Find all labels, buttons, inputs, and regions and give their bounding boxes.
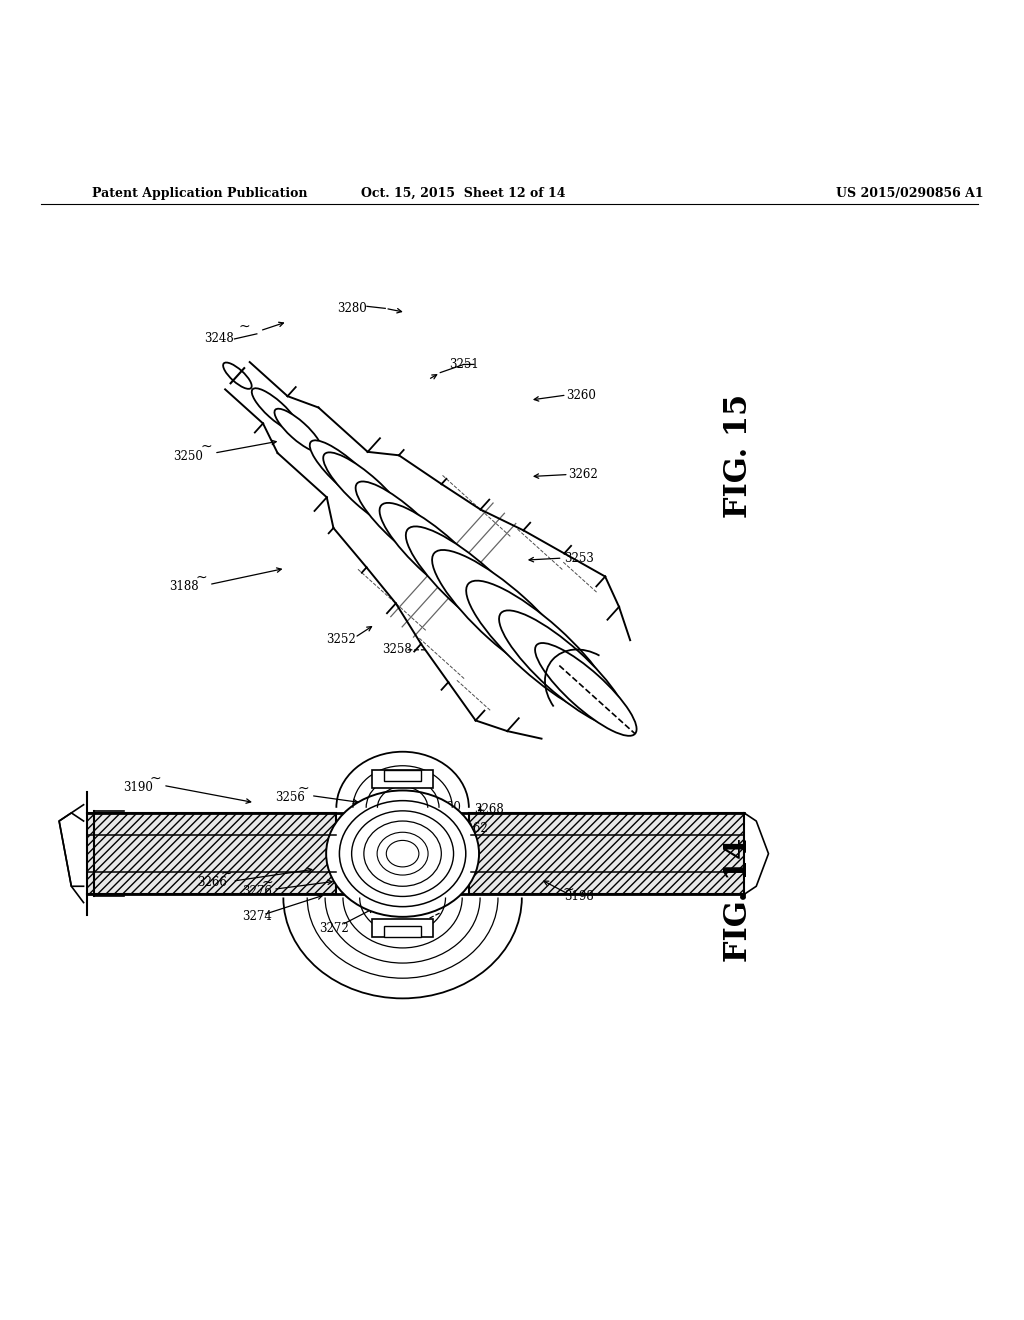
Ellipse shape	[327, 791, 479, 917]
Polygon shape	[507, 607, 630, 739]
Text: 3253: 3253	[564, 552, 594, 565]
Ellipse shape	[432, 550, 581, 685]
Text: 3280: 3280	[337, 302, 367, 315]
Ellipse shape	[223, 363, 252, 389]
Ellipse shape	[327, 791, 479, 917]
Text: ~: ~	[261, 875, 272, 890]
Text: Patent Application Publication: Patent Application Publication	[92, 186, 307, 199]
Text: FIG. 14: FIG. 14	[723, 837, 755, 962]
Text: 3250: 3250	[174, 450, 204, 462]
Polygon shape	[367, 484, 480, 603]
Polygon shape	[384, 770, 421, 781]
Polygon shape	[396, 510, 523, 644]
Text: ~: ~	[150, 771, 161, 785]
Polygon shape	[327, 451, 399, 528]
Polygon shape	[475, 577, 620, 731]
Text: 3190: 3190	[123, 781, 153, 793]
Polygon shape	[334, 455, 441, 568]
Polygon shape	[449, 553, 605, 721]
Polygon shape	[263, 396, 318, 453]
Polygon shape	[278, 408, 368, 498]
Text: 3276: 3276	[242, 884, 271, 898]
Ellipse shape	[252, 388, 299, 432]
Text: 3256: 3256	[275, 791, 305, 804]
Ellipse shape	[364, 821, 441, 886]
Text: 3198: 3198	[564, 890, 594, 903]
Text: 3188: 3188	[169, 579, 199, 593]
Text: 3252: 3252	[327, 634, 356, 645]
Ellipse shape	[339, 801, 466, 907]
Ellipse shape	[324, 453, 410, 531]
Ellipse shape	[274, 409, 322, 451]
Text: 3258: 3258	[383, 643, 413, 656]
Text: 3262: 3262	[568, 469, 598, 480]
Text: ~: ~	[200, 440, 212, 454]
Ellipse shape	[355, 482, 453, 570]
Ellipse shape	[386, 841, 419, 867]
Ellipse shape	[377, 832, 428, 875]
Text: 3268: 3268	[474, 804, 504, 816]
Text: ~: ~	[196, 570, 208, 585]
Text: 3266: 3266	[197, 875, 227, 888]
Text: FIG. 15: FIG. 15	[723, 395, 755, 519]
Polygon shape	[469, 813, 744, 895]
Text: 3256: 3256	[381, 927, 411, 940]
Polygon shape	[421, 531, 564, 682]
Text: ~: ~	[239, 319, 251, 334]
Text: ~: ~	[220, 867, 232, 882]
Text: ~: ~	[298, 781, 309, 796]
Ellipse shape	[380, 503, 497, 610]
Ellipse shape	[351, 810, 454, 896]
Polygon shape	[87, 813, 336, 895]
Text: 3270: 3270	[360, 801, 390, 814]
Ellipse shape	[406, 527, 539, 648]
Ellipse shape	[466, 581, 614, 717]
Text: 3251: 3251	[449, 358, 478, 371]
Text: 3274: 3274	[242, 911, 271, 924]
Text: 3260: 3260	[431, 801, 462, 814]
Ellipse shape	[309, 441, 385, 510]
Polygon shape	[225, 362, 288, 424]
Text: Oct. 15, 2015  Sheet 12 of 14: Oct. 15, 2015 Sheet 12 of 14	[361, 186, 566, 199]
Text: 3262: 3262	[458, 821, 487, 834]
Polygon shape	[372, 770, 433, 788]
Ellipse shape	[499, 610, 627, 727]
Text: 3248: 3248	[204, 333, 234, 346]
Text: ~: ~	[563, 883, 574, 896]
Text: US 2015/0290856 A1: US 2015/0290856 A1	[836, 186, 983, 199]
Polygon shape	[384, 927, 421, 937]
Ellipse shape	[536, 643, 637, 735]
Text: 3260: 3260	[566, 388, 596, 401]
Polygon shape	[372, 919, 433, 937]
Text: 3272: 3272	[319, 921, 349, 935]
